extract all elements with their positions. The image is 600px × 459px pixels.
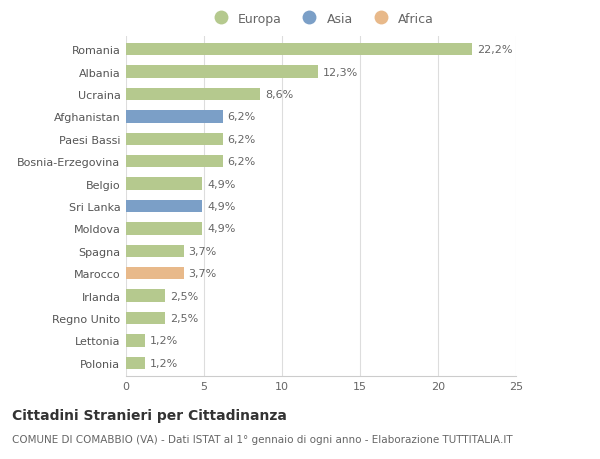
Text: 2,5%: 2,5%: [170, 291, 198, 301]
Bar: [126, 268, 184, 280]
Bar: [126, 178, 202, 190]
Bar: [126, 335, 145, 347]
Text: 1,2%: 1,2%: [149, 358, 178, 368]
Text: 12,3%: 12,3%: [323, 67, 358, 78]
Bar: [126, 290, 165, 302]
Bar: [126, 156, 223, 168]
Text: 1,2%: 1,2%: [149, 336, 178, 346]
Text: 4,9%: 4,9%: [207, 179, 235, 189]
Text: 6,2%: 6,2%: [227, 157, 256, 167]
Text: 4,9%: 4,9%: [207, 202, 235, 212]
Bar: [126, 201, 202, 213]
Text: Cittadini Stranieri per Cittadinanza: Cittadini Stranieri per Cittadinanza: [12, 409, 287, 422]
Text: 6,2%: 6,2%: [227, 134, 256, 145]
Legend: Europa, Asia, Africa: Europa, Asia, Africa: [204, 9, 438, 29]
Text: COMUNE DI COMABBIO (VA) - Dati ISTAT al 1° gennaio di ogni anno - Elaborazione T: COMUNE DI COMABBIO (VA) - Dati ISTAT al …: [12, 434, 512, 444]
Bar: [126, 357, 145, 369]
Text: 4,9%: 4,9%: [207, 224, 235, 234]
Bar: [126, 111, 223, 123]
Text: 2,5%: 2,5%: [170, 313, 198, 323]
Bar: [126, 44, 472, 56]
Text: 8,6%: 8,6%: [265, 90, 293, 100]
Bar: [126, 312, 165, 325]
Text: 3,7%: 3,7%: [188, 246, 217, 256]
Bar: [126, 223, 202, 235]
Bar: [126, 245, 184, 257]
Bar: [126, 89, 260, 101]
Bar: [126, 67, 318, 78]
Text: 22,2%: 22,2%: [477, 45, 512, 55]
Text: 3,7%: 3,7%: [188, 269, 217, 279]
Bar: [126, 134, 223, 146]
Text: 6,2%: 6,2%: [227, 112, 256, 122]
